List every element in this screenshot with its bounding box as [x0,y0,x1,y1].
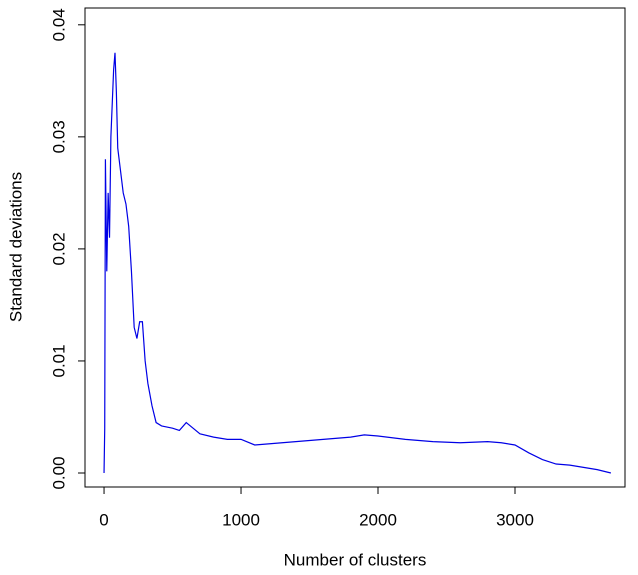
y-tick-label: 0.02 [49,232,68,265]
y-tick-label: 0.01 [49,344,68,377]
y-tick-label: 0.03 [49,120,68,153]
x-tick-label: 0 [99,510,108,529]
y-tick-label: 0.00 [49,456,68,489]
x-axis-title: Number of clusters [284,550,427,569]
y-tick-label: 0.04 [49,8,68,41]
x-tick-label: 1000 [222,510,260,529]
data-line [103,52,612,474]
plot-box [84,7,626,488]
y-axis-title: Standard deviations [6,172,25,322]
x-tick-label: 2000 [359,510,397,529]
x-tick-label: 3000 [496,510,534,529]
